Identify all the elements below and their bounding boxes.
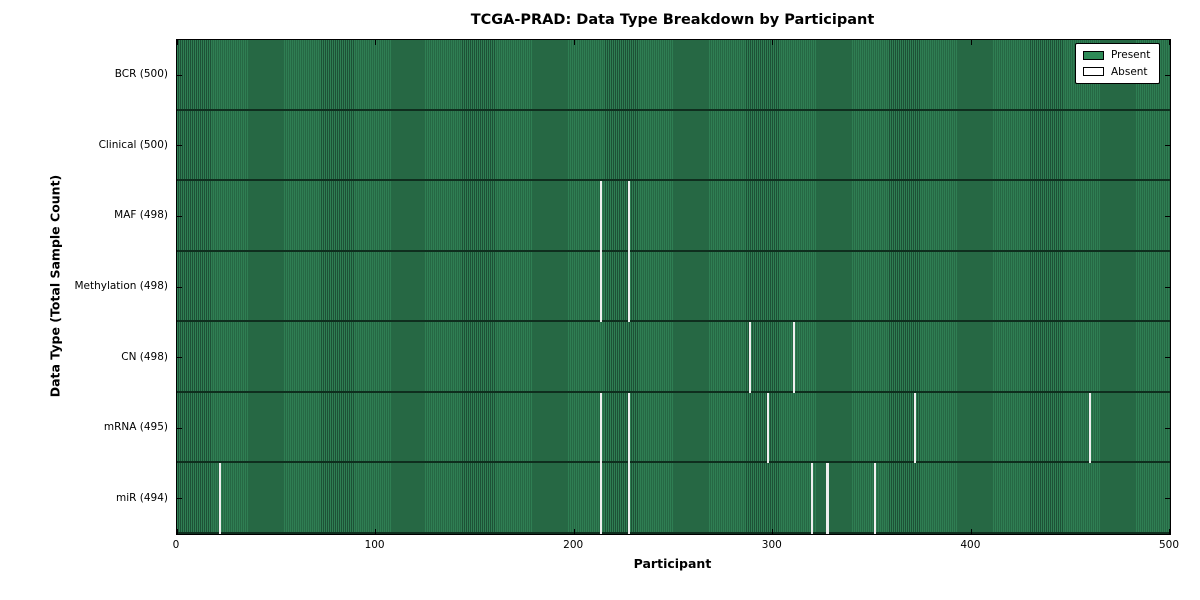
absent-gap [874,463,877,534]
absent-gap [627,392,630,464]
y-tick-mark [177,286,182,288]
absent-gap [600,392,603,464]
y-tick-mark [177,498,182,500]
heatmap-row-mRNA [177,392,1170,464]
x-tick-mark [177,529,178,534]
absent-gap [600,251,603,323]
x-tick-label-0: 0 [172,539,180,551]
y-tick-mark [177,74,182,76]
x-tick-mark [573,529,575,534]
y-tick-label-miR: miR (494) [115,491,168,504]
heatmap-row-BCR [177,40,1170,111]
x-tick-label-500: 500 [1158,539,1180,551]
legend-label-present: Present [1111,49,1151,61]
absent-gap [627,463,630,534]
absent-gap [600,181,603,252]
y-tick-label-MAF: MAF (498) [114,209,168,222]
heatmap-row-Clinical [177,110,1170,182]
absent-gap [826,463,829,534]
y-tick-mark [177,215,182,217]
y-tick-mark [1165,427,1170,429]
y-axis-label: Data Type (Total Sample Count) [47,174,63,398]
y-tick-mark [1165,74,1170,76]
x-tick-labels: 0 100 200 300 400 500 [172,539,1179,553]
chart-title: TCGA-PRAD: Data Type Breakdown by Partic… [470,12,875,28]
x-tick-mark [375,40,377,45]
y-tick-mark [177,145,182,147]
absent-gap [600,463,603,534]
heatmap-row-CN [177,322,1170,393]
x-axis-label: Participant [633,556,712,571]
y-tick-label-Methylation: Methylation (498) [74,280,168,292]
legend: Present Absent [1075,43,1161,84]
absent-gap [913,392,916,464]
heatmap-row-MAF [177,181,1170,252]
legend-item-absent: Absent [1083,65,1150,78]
y-tick-mark [177,357,182,359]
x-tick-mark [970,40,972,45]
x-tick-label-200: 200 [563,539,584,551]
x-tick-mark [970,529,972,534]
y-tick-mark [1165,498,1170,500]
plot-area [176,39,1171,535]
absent-gap [792,322,795,393]
x-tick-label-400: 400 [960,539,981,551]
y-tick-label-mRNA: mRNA (495) [103,421,168,434]
legend-label-absent: Absent [1111,65,1148,78]
absent-gap [810,463,813,534]
y-tick-mark [1165,286,1170,288]
y-tick-labels: BCR (500) Clinical (500) MAF (498) Methylat… [0,39,168,533]
x-tick-mark [772,40,774,45]
y-tick-label-Clinical: Clinical (500) [98,138,168,151]
absent-gap [748,322,752,393]
absent-swatch-icon [1083,67,1104,77]
x-tick-label-300: 300 [761,539,782,551]
heatmap-row-Methylation [177,251,1170,323]
absent-gap [766,392,770,464]
y-tick-label-CN: CN (498) [121,350,168,363]
present-swatch-icon [1083,50,1104,60]
y-tick-label-BCR: BCR (500) [114,68,168,81]
x-tick-mark [573,40,575,45]
absent-gap [627,181,630,252]
x-tick-label-100: 100 [364,539,385,551]
absent-gap [1088,392,1091,464]
x-tick-mark [1169,529,1170,534]
y-tick-mark [1165,357,1170,359]
absent-gap [627,251,630,323]
x-tick-mark [772,529,774,534]
x-tick-mark [1169,40,1170,45]
legend-item-present: Present [1083,50,1150,61]
absent-gap [218,463,221,534]
heatmap-row-miR [177,463,1170,534]
y-tick-mark [1165,145,1170,147]
x-tick-mark [177,40,178,45]
x-tick-mark [375,529,377,534]
y-tick-mark [1165,215,1170,217]
y-tick-mark [177,427,182,429]
